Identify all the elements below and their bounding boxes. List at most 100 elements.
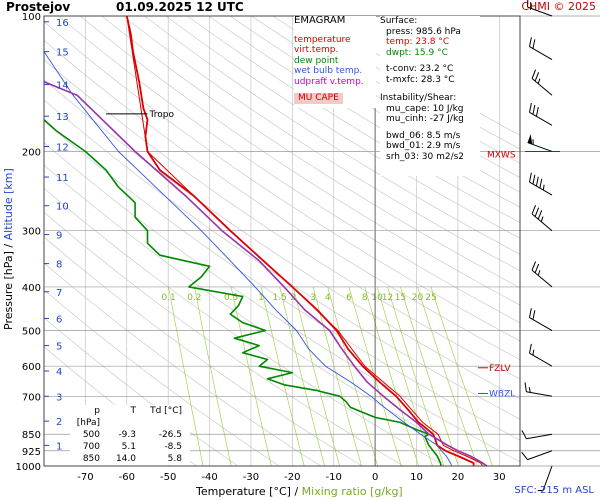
dry-adiabat-line	[58, 16, 520, 324]
series-temperatureline	[125, 16, 475, 466]
wind-barb-feather	[534, 72, 540, 82]
altitude-tick-label: 8	[56, 260, 62, 271]
wind-barb-feather	[528, 37, 532, 47]
y-axis-label-separator: /	[2, 240, 15, 247]
surface-tmxfc: t-mxfc: 28.3 °C	[386, 74, 455, 85]
wind-barb	[537, 465, 553, 492]
surface-info: Surface: press: 985.6 hPa temp: 23.8 °C …	[380, 16, 480, 176]
surface-tconv: t-conv: 23.2 °C	[386, 64, 454, 74]
y-tick-label: 500	[22, 327, 41, 338]
y-tick-label: 850	[22, 430, 41, 441]
legend-item-updraft: udprafť v.temp.	[294, 76, 364, 87]
table-row: 700 5.1 -8.5	[70, 441, 190, 453]
mixing-ratio-label: 3	[310, 293, 316, 303]
surface-temperature: temp: 23.8 °C	[386, 37, 450, 47]
y-axis-label: Pressure [hPa] / Altitude [km]	[2, 168, 15, 330]
altitude-tick-label: 5	[56, 342, 62, 353]
y-tick-label: 600	[22, 362, 41, 373]
wind-barb-feather	[539, 178, 543, 189]
wind-barb	[528, 343, 553, 367]
dry-adiabat-line	[208, 16, 520, 208]
mixing-ratio-label: 25	[425, 293, 436, 303]
wind-barb-staff	[529, 352, 553, 367]
mixing-ratio-label: 0.2	[187, 293, 201, 303]
markers: Tropo MXWS FZLV WBZL	[106, 110, 560, 399]
altitude-tick-label: 16	[56, 18, 69, 29]
x-tick-label: 30	[493, 472, 506, 483]
dry-adiabat-line	[144, 16, 520, 255]
wind-barb	[521, 430, 553, 440]
station-name: Prostejov	[6, 0, 71, 14]
wind-barb-staff	[542, 465, 553, 491]
wind-barb-feather	[532, 104, 536, 115]
credit-label: CHMI © 2025	[521, 0, 596, 13]
wbzl-label: WBZL	[489, 389, 515, 399]
table-cell: -8.5	[164, 442, 182, 452]
table-row: 850 14.0 5.8	[70, 453, 190, 465]
mixing-ratio-label: 1	[258, 293, 264, 303]
wind-barb-staff	[527, 6, 553, 17]
y-tick-label: 100	[22, 12, 41, 23]
wind-barb-feather	[534, 263, 540, 273]
wind-barb-feather	[532, 310, 536, 320]
wind-barb-feather	[521, 451, 528, 460]
y-axis-label-altitude: Altitude [km]	[2, 168, 15, 240]
plot-frame	[43, 15, 521, 467]
wind-barb-half-feather	[540, 216, 544, 222]
x-tick-label: -60	[119, 472, 135, 483]
x-tick-label: 10	[410, 472, 423, 483]
wind-barb-feather	[535, 106, 539, 117]
altitude-tick-label: 6	[56, 314, 62, 325]
altitude-tick-label: 10	[56, 202, 69, 213]
x-tick-label: 20	[452, 472, 465, 483]
wind-barb	[524, 382, 553, 397]
wind-barb-staff	[529, 181, 553, 196]
altitude-tick-label: 2	[56, 417, 62, 428]
fzlv-label: FZLV	[489, 364, 511, 374]
legend-item-temperature: temperature	[294, 34, 351, 45]
srh03-value: srh_03: 30 m2/s2	[386, 151, 465, 162]
wind-barb-feather	[535, 176, 539, 187]
wind-barb-half-feather	[537, 78, 541, 84]
series-wet-bulb-temp-line	[44, 51, 453, 466]
wind-barb-feather	[528, 172, 532, 183]
x-tick-label: -30	[243, 472, 259, 483]
legend-item-wet-bulb: wet bulb temp.	[294, 66, 363, 76]
y-tick-label: 200	[22, 147, 41, 158]
wind-barb-feather	[532, 174, 536, 185]
mixing-ratio-label: 0.1	[161, 293, 175, 303]
mu-cape-badge: MU CAPE	[294, 93, 343, 104]
mixing-ratio-label: 15	[395, 293, 406, 303]
surface-dewpoint: dwpt: 15.9 °C	[386, 47, 448, 58]
table-header-t: T	[130, 406, 137, 416]
mixing-ratio-line	[376, 286, 433, 466]
wind-barb	[531, 261, 553, 288]
wind-barb-half-feather	[542, 184, 545, 191]
y-tick-label: 400	[22, 283, 41, 294]
table-cell: -9.3	[118, 430, 136, 440]
dry-adiabat-line	[44, 79, 520, 400]
mixing-ratio-label: 1.5	[273, 293, 287, 303]
instability-title: Instability/Shear:	[380, 93, 457, 103]
mixing-ratio-label: 6	[346, 293, 352, 303]
y-axis-label-pressure: Pressure [hPa]	[2, 248, 15, 330]
wind-barb	[531, 69, 553, 96]
wind-barb	[527, 134, 553, 152]
dry-adiabat-line	[44, 40, 520, 361]
level-table: p [hPa] T Td [°C] 500 -9.3 -26.5 700 5.1…	[70, 405, 190, 465]
wind-barb-staff	[531, 78, 553, 96]
x-axis-label: Temperature [°C] / Mixing ratio [g/kg]	[196, 485, 403, 498]
mixing-ratio-label: 12	[382, 293, 393, 303]
dry-adiabat-line	[186, 16, 520, 223]
altitude-tick-label: 4	[56, 367, 62, 378]
wind-barb-half-feather	[537, 270, 541, 276]
table-header-p: p [hPa]	[76, 406, 100, 428]
wind-barb-staff	[529, 46, 553, 61]
surface-altitude-label: SFC: 215 m ASL	[514, 485, 594, 496]
wind-barb-staff	[526, 391, 553, 397]
table-cell: 5.8	[167, 454, 182, 464]
wind-barb-feather	[528, 343, 532, 354]
y-tick-label: 1000	[16, 462, 41, 473]
table-cell: 700	[82, 442, 100, 452]
